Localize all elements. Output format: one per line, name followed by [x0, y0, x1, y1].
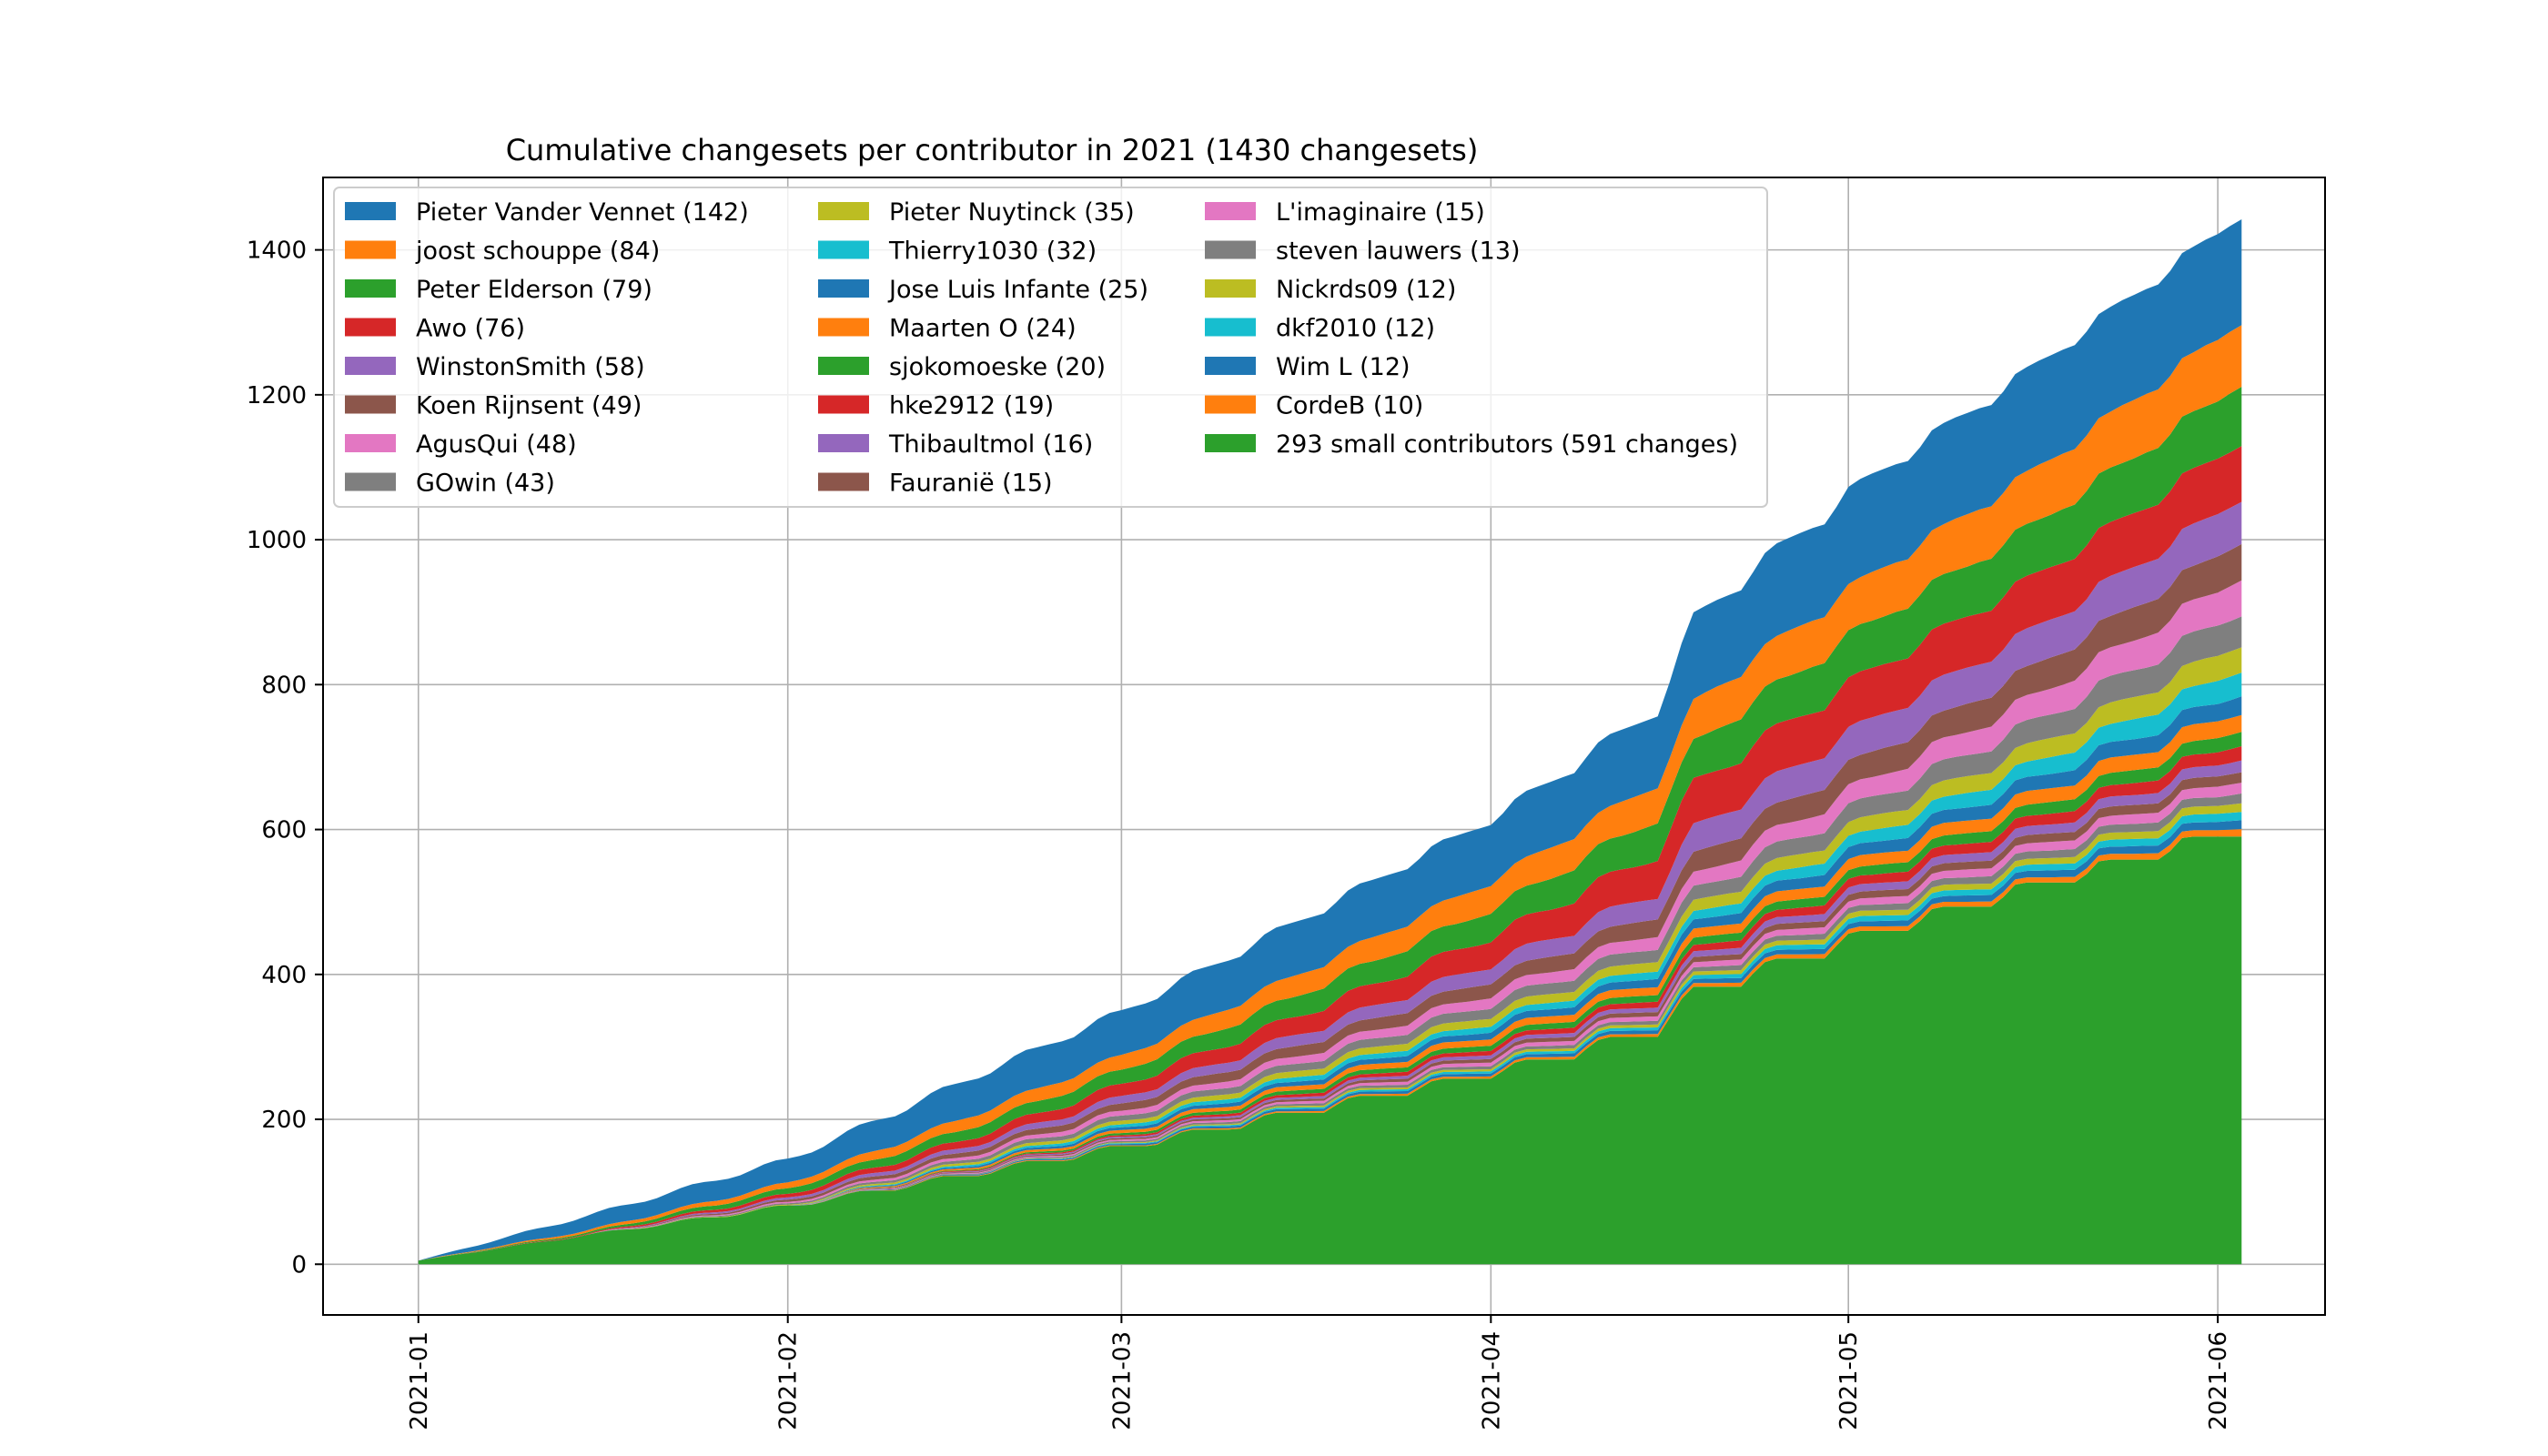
- legend-label: Pieter Vander Vennet (142): [416, 198, 749, 227]
- legend-label: CordeB (10): [1276, 392, 1423, 420]
- x-tick-label: 2021-02: [775, 1331, 803, 1431]
- legend-label: WinstonSmith (58): [416, 353, 645, 381]
- legend-label: Koen Rijnsent (49): [416, 392, 642, 420]
- x-tick-label: 2021-06: [2205, 1331, 2232, 1431]
- legend-swatch: [345, 395, 396, 414]
- legend-swatch: [345, 318, 396, 337]
- x-axis: 2021-01 2021-02 2021-03 2021-04 2021-05 2021-…: [406, 1315, 2232, 1431]
- legend-label: Fauranië (15): [889, 470, 1053, 498]
- y-tick-label: 200: [261, 1107, 307, 1134]
- legend-swatch: [345, 357, 396, 375]
- y-tick-label: 800: [261, 672, 307, 699]
- legend-label: 293 small contributors (591 changes): [1276, 430, 1738, 459]
- stacked-areas: [418, 219, 2242, 1265]
- legend-swatch: [818, 202, 869, 220]
- y-tick-label: 0: [291, 1251, 307, 1279]
- legend-swatch: [1205, 202, 1256, 220]
- legend-swatch: [818, 434, 869, 452]
- legend-label: steven lauwers (13): [1276, 238, 1521, 266]
- legend-label: Maarten O (24): [889, 315, 1077, 343]
- legend-swatch: [818, 472, 869, 491]
- y-tick-label: 600: [261, 817, 307, 844]
- legend-swatch: [1205, 434, 1256, 452]
- x-tick-label: 2021-05: [1835, 1331, 1863, 1431]
- legend-label: Jose Luis Infante (25): [887, 276, 1148, 304]
- legend-swatch: [345, 202, 396, 220]
- legend-swatch: [1205, 357, 1256, 375]
- legend-label: Wim L (12): [1276, 353, 1410, 381]
- legend-swatch: [345, 434, 396, 452]
- x-tick-label: 2021-03: [1108, 1331, 1136, 1431]
- legend-swatch: [1205, 279, 1256, 298]
- x-tick-label: 2021-01: [406, 1331, 433, 1431]
- y-tick-label: 1200: [247, 382, 307, 410]
- legend-label: hke2912 (19): [889, 392, 1054, 420]
- legend-label: Nickrds09 (12): [1276, 276, 1456, 304]
- chart-title: Cumulative changesets per contributor in…: [506, 133, 1479, 167]
- legend-label: joost schouppe (84): [415, 238, 660, 266]
- legend-swatch: [345, 472, 396, 491]
- legend-label: AgusQui (48): [416, 430, 577, 459]
- legend-label: L'imaginaire (15): [1276, 198, 1485, 227]
- legend-label: Awo (76): [416, 315, 525, 343]
- legend-label: Pieter Nuytinck (35): [889, 198, 1135, 227]
- legend-swatch: [345, 279, 396, 298]
- legend: Pieter Vander Vennet (142) joost schouppe…: [333, 187, 1768, 508]
- legend-swatch: [1205, 395, 1256, 414]
- legend-swatch: [1205, 240, 1256, 259]
- legend-swatch: [345, 240, 396, 259]
- plot-frame: [322, 177, 2326, 1316]
- y-tick-label: 1400: [247, 238, 307, 265]
- y-tick-label: 400: [261, 962, 307, 989]
- legend-label: Thibaultmol (16): [888, 430, 1093, 459]
- legend-swatch: [818, 279, 869, 298]
- x-tick-label: 2021-04: [1478, 1331, 1505, 1431]
- legend-box: [333, 187, 1768, 508]
- legend-label: dkf2010 (12): [1276, 315, 1435, 343]
- y-axis: 0 200 400 600 800 1000 1200 1400: [247, 238, 323, 1279]
- legend-swatch: [818, 395, 869, 414]
- legend-label: Peter Elderson (79): [416, 276, 652, 304]
- legend-swatch: [1205, 318, 1256, 337]
- legend-swatch: [818, 357, 869, 375]
- legend-label: Thierry1030 (32): [888, 238, 1097, 266]
- legend-swatch: [818, 318, 869, 337]
- legend-swatch: [818, 240, 869, 259]
- area-series-0: [418, 836, 2242, 1265]
- legend-label: GOwin (43): [416, 470, 555, 498]
- y-tick-label: 1000: [247, 527, 307, 554]
- legend-label: sjokomoeske (20): [889, 353, 1106, 381]
